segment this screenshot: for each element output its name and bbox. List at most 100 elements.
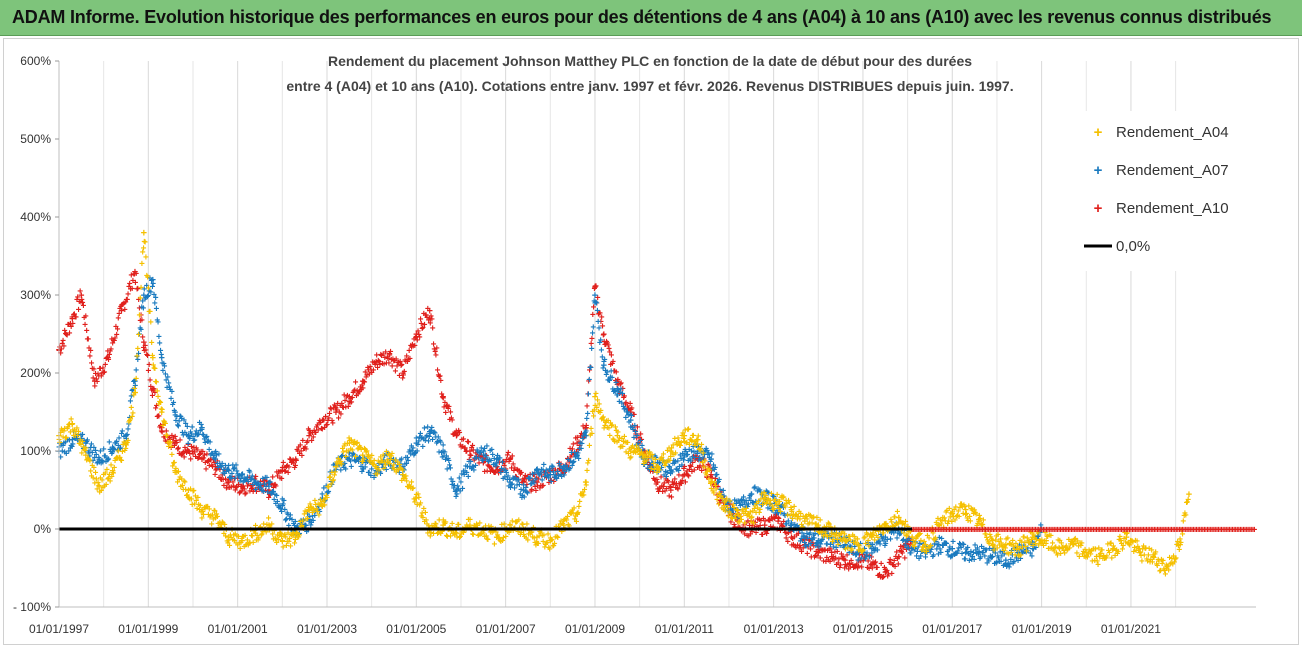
data-point: + [327, 409, 333, 420]
data-point: + [67, 319, 73, 330]
data-point: + [353, 391, 359, 402]
data-point: + [280, 458, 286, 469]
data-point: + [191, 443, 197, 454]
data-point: + [708, 469, 714, 481]
data-point: + [276, 468, 282, 479]
data-point: + [182, 443, 188, 454]
data-point: + [586, 390, 592, 401]
legend-marker-a04: + [1094, 124, 1103, 141]
data-point: + [205, 457, 211, 468]
data-point: + [351, 386, 357, 397]
data-point: + [214, 465, 220, 476]
data-point: + [225, 483, 231, 494]
data-point: + [87, 352, 93, 363]
data-point: + [166, 438, 172, 449]
data-point: + [368, 365, 374, 376]
data-point: + [293, 461, 299, 472]
data-point: + [128, 285, 134, 296]
data-point: + [383, 347, 389, 358]
data-point: + [220, 475, 226, 486]
data-point: + [335, 399, 341, 410]
data-point: + [534, 477, 540, 489]
data-point: + [587, 441, 593, 452]
data-point: + [376, 357, 382, 368]
data-point: + [208, 455, 214, 466]
chart-title-line-1: Rendement du placement Johnson Matthey P… [328, 53, 972, 69]
data-point: + [183, 446, 189, 457]
data-point: + [407, 354, 413, 365]
data-point: + [333, 407, 339, 419]
data-point: + [261, 476, 267, 487]
data-point: + [199, 454, 205, 465]
data-point: + [384, 359, 390, 370]
data-point: + [300, 436, 306, 447]
data-point: + [163, 427, 169, 438]
data-point: + [298, 446, 304, 457]
data-point: + [389, 361, 395, 372]
data-point: + [301, 444, 307, 455]
data-point: + [594, 306, 600, 317]
data-point: + [480, 458, 486, 470]
data-point: + [387, 351, 393, 362]
data-point: + [119, 300, 125, 311]
data-point: + [583, 480, 589, 491]
data-point: + [405, 357, 411, 368]
data-point: + [668, 485, 674, 497]
data-point: + [828, 551, 834, 563]
legend-label-zero: 0,0% [1116, 238, 1150, 255]
data-point: + [150, 391, 156, 402]
data-point: + [589, 344, 595, 355]
data-point: + [102, 360, 108, 371]
data-point: + [354, 386, 360, 397]
data-point: + [382, 353, 388, 364]
x-tick-label: 01/01/2021 [1101, 622, 1161, 636]
data-point: + [165, 432, 171, 443]
data-point: + [410, 342, 416, 353]
data-point: + [291, 458, 297, 469]
data-point: + [614, 376, 620, 388]
data-point: + [230, 478, 236, 489]
data-point: + [69, 313, 75, 325]
data-point: + [93, 369, 99, 380]
data-point: + [434, 343, 440, 354]
data-point: + [131, 270, 137, 281]
data-point: + [92, 376, 98, 388]
data-point: + [197, 449, 203, 460]
data-point: + [363, 373, 369, 384]
data-point: + [239, 481, 245, 493]
data-point: + [388, 347, 394, 358]
data-point: + [228, 475, 234, 486]
data-point: + [586, 375, 592, 386]
data-point: + [172, 432, 178, 443]
report-banner: ADAM Informe. Evolution historique des p… [0, 0, 1302, 36]
data-point: + [151, 384, 157, 395]
data-point: + [190, 450, 196, 461]
x-tick-label: 01/01/2001 [208, 622, 268, 636]
data-point: + [202, 451, 208, 462]
data-point: + [289, 457, 295, 468]
data-point: + [150, 384, 156, 396]
data-point: + [316, 418, 322, 429]
data-point: + [75, 292, 81, 303]
data-point: + [422, 310, 428, 321]
data-point: + [141, 346, 147, 357]
data-point: + [326, 413, 332, 424]
data-point: + [315, 426, 321, 437]
data-point: + [431, 340, 437, 351]
data-point: + [588, 363, 594, 374]
data-point: + [140, 333, 146, 344]
data-point: + [374, 351, 380, 362]
data-point: + [262, 486, 268, 497]
data-point: + [180, 447, 186, 458]
data-point: + [236, 488, 242, 499]
data-point: + [111, 336, 117, 347]
data-point: + [435, 365, 441, 376]
data-point: + [249, 484, 255, 495]
data-point: + [173, 436, 179, 447]
data-point: + [855, 555, 861, 567]
data-point: + [361, 377, 367, 388]
data-point: + [258, 477, 264, 488]
data-point: + [130, 276, 136, 287]
data-point: + [366, 365, 372, 376]
data-point: + [79, 295, 85, 306]
